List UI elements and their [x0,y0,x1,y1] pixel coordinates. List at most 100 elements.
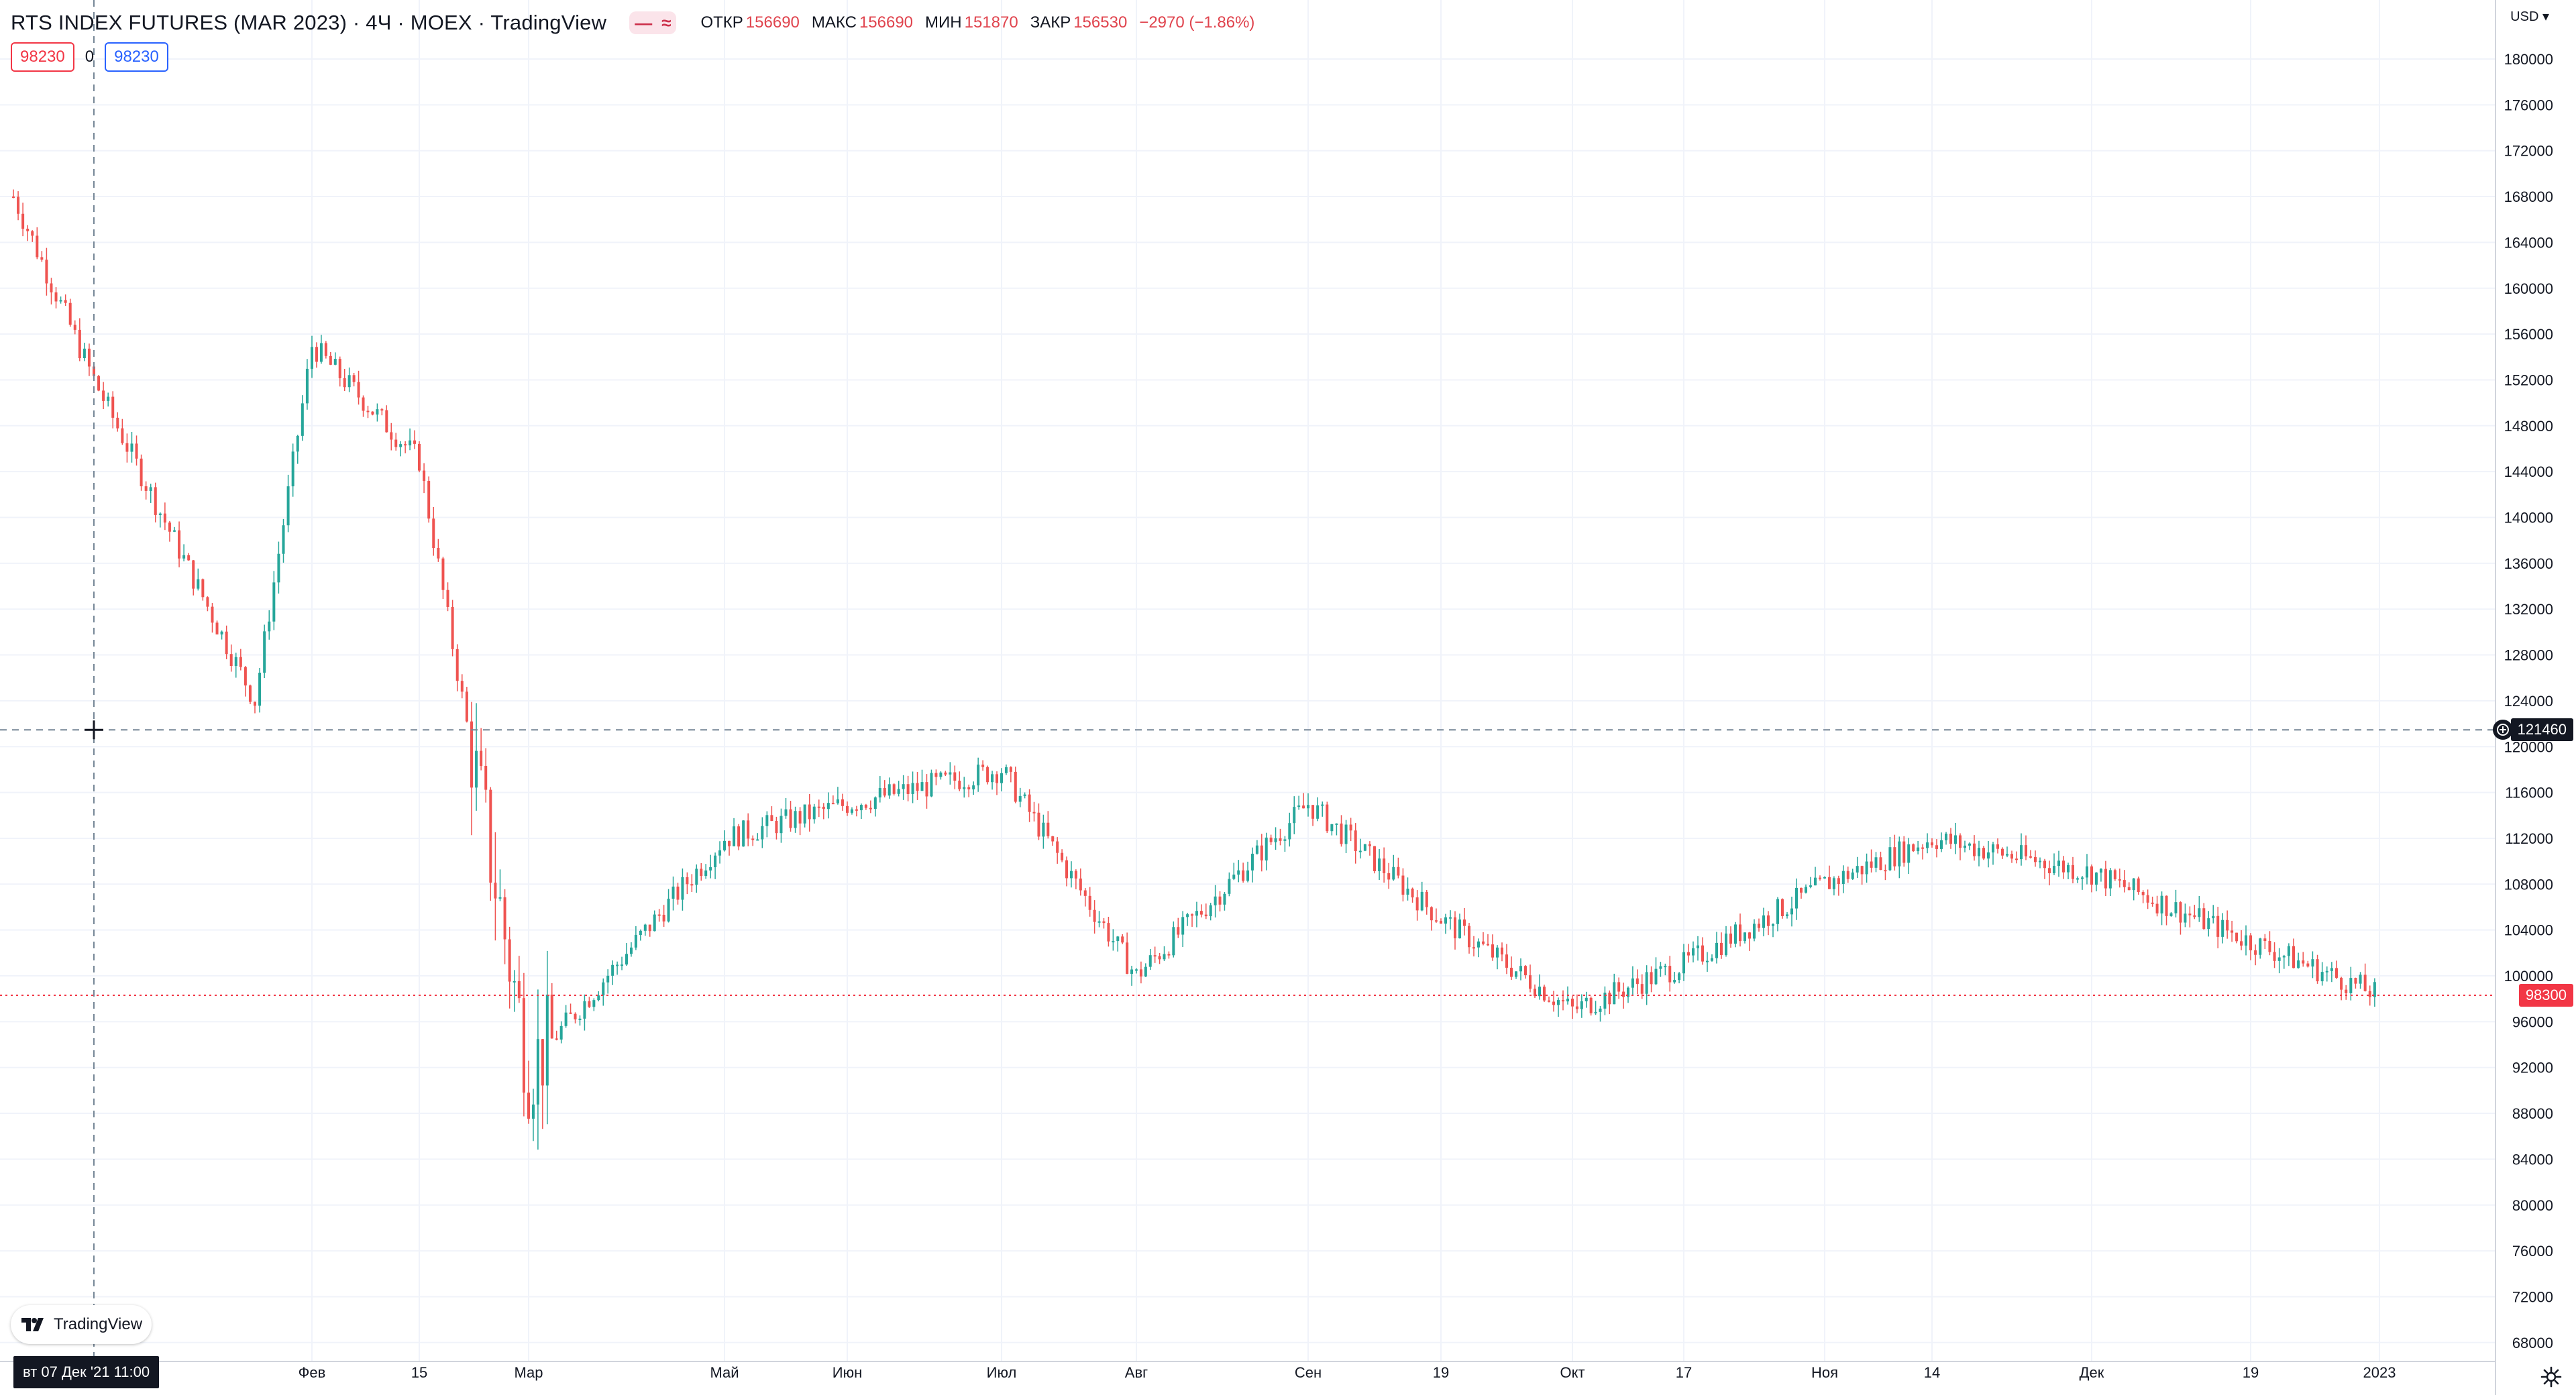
candle-body [1214,896,1217,905]
candle-body [1557,1000,1560,1005]
candle-body [1734,924,1737,944]
candle-body [1420,891,1424,911]
candle-body [451,606,454,649]
price-tick-label: 160000 [2504,280,2553,297]
candle-body [916,783,919,791]
price-tick-label: 152000 [2504,372,2553,388]
candle-body [1018,795,1022,802]
candle-body [850,809,853,813]
candle-body [578,1018,582,1020]
candle-body [1786,914,1788,917]
candle-body [2090,866,2093,885]
crosshair-time-label: вт 07 Дек '21 11:00 [13,1356,160,1388]
candle-body [1959,835,1962,848]
candle-body [1874,857,1878,868]
candle-body [1552,1001,1555,1005]
candle-body [1767,915,1770,926]
candle-body [2311,959,2314,967]
candle-body [2179,902,2182,923]
candle-body [1255,845,1258,854]
candle-body [1879,857,1882,871]
candle-body [390,432,393,440]
candle-body [1232,875,1236,879]
price-tick-label: 168000 [2504,188,2553,205]
candle-body [1902,841,1906,863]
candle-body [930,773,933,797]
candle-body [197,579,200,589]
candle-body [1274,838,1277,842]
candle-body [1987,852,1990,859]
price-tick-label: 164000 [2504,234,2553,251]
candle-body [1354,830,1357,852]
candle-body [2029,856,2032,858]
candle-body [2354,978,2357,984]
candle-body [1079,878,1082,891]
price-tick-label: 124000 [2504,693,2553,710]
candle-body [1865,861,1868,875]
candle-body [714,855,717,868]
currency-selector[interactable]: USD ▾ [2510,9,2549,24]
candle-body [399,444,402,447]
candle-body [1107,923,1110,942]
candle-body [873,797,877,810]
candle-body [54,292,58,302]
candle-body [1627,987,1629,997]
candle-body [234,657,237,667]
candle-body [347,375,351,388]
buy-button[interactable]: 98230 [105,42,168,72]
candle-body [2245,935,2248,946]
candle-body [1701,945,1704,962]
candle-body [695,869,698,885]
candle-body [1978,848,1980,856]
price-tick-label: 156000 [2504,326,2553,343]
indicator-pill[interactable]: — ≈ [629,11,677,34]
add-alert-icon[interactable] [2493,720,2513,740]
candle-body [1411,889,1414,898]
crosshair-price-label: 121460 [2510,718,2573,742]
candle-body [1743,932,1746,942]
candle-body [1659,966,1662,969]
candle-body [305,368,309,404]
candle-body [1321,804,1324,806]
candle-body [87,348,91,367]
candle-body [1673,980,1676,983]
candle-body [12,197,15,199]
time-tick-label: Мар [514,1364,543,1381]
candle-body [1973,843,1976,856]
candle-body [639,930,642,936]
price-tick-label: 144000 [2504,463,2553,480]
candle-body [911,783,914,794]
candle-body [1860,866,1864,875]
tradingview-logo[interactable]: TradingView [11,1305,152,1344]
candle-body [277,553,280,583]
candle-body [1297,805,1301,807]
candle-body [1065,860,1069,879]
gear-icon[interactable] [2540,1365,2563,1388]
candle-body [343,378,346,388]
candle-body [798,811,802,824]
symbol-title[interactable]: RTS INDEX FUTURES (MAR 2023) · 4Ч · MOEX… [11,11,607,34]
time-tick-label: Дек [2080,1364,2104,1381]
candle-body [2099,869,2102,873]
price-tick-label: 176000 [2504,97,2553,113]
candle-body [2330,968,2333,971]
candle-body [1575,1006,1578,1009]
candle-body [1144,966,1147,976]
candle-body [1800,887,1803,893]
crosshair-overlay [0,0,2496,1361]
candle-body [1368,844,1371,846]
sell-button[interactable]: 98230 [11,42,74,72]
candle-body [765,815,769,826]
candle-body [427,481,431,519]
tradingview-logo-icon [21,1318,44,1331]
candle-body [1387,873,1391,880]
candle-body [1444,917,1447,924]
candle-body [1250,853,1254,871]
candle-body [1139,969,1142,976]
candle-body [597,995,600,1001]
candle-body [2020,845,2023,860]
candle-body [1907,844,1911,863]
candle-body [2155,903,2159,913]
candle-body [1841,871,1845,885]
